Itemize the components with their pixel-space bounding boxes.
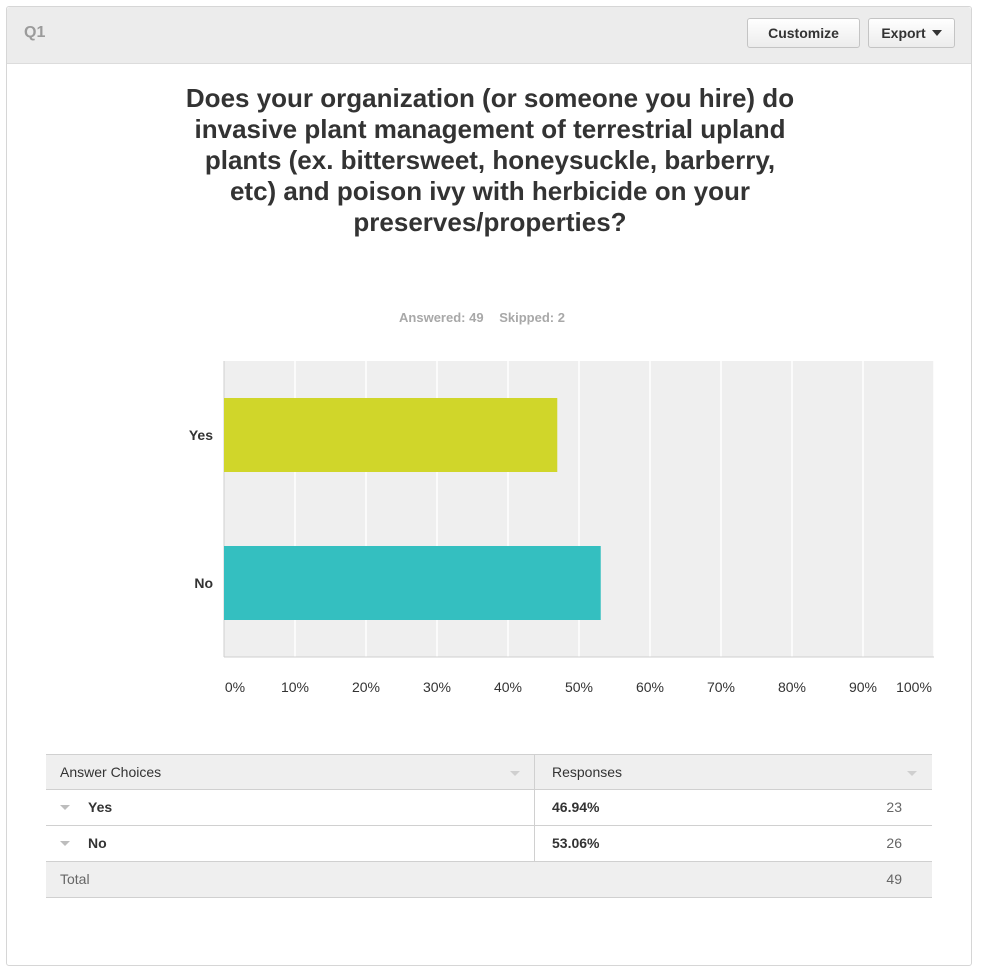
- response-cell: 46.94% 23: [535, 790, 932, 826]
- answered-count: Answered: 49: [399, 310, 484, 325]
- answer-choice-label: Yes: [88, 799, 113, 815]
- responses-table: Answer Choices Responses Yes 46.94% 23 N…: [46, 754, 932, 898]
- answer-choice-label: No: [88, 835, 107, 851]
- x-tick-label: 60%: [636, 679, 664, 695]
- x-tick-label: 40%: [494, 679, 522, 695]
- x-tick-label: 90%: [849, 679, 877, 695]
- export-button-label: Export: [881, 25, 926, 41]
- x-tick-label: 20%: [352, 679, 380, 695]
- bar-no[interactable]: [224, 546, 601, 620]
- answer-choices-header[interactable]: Answer Choices: [46, 755, 535, 791]
- total-count-cell: 49: [535, 862, 932, 898]
- question-number: Q1: [24, 24, 46, 41]
- response-percent: 53.06%: [552, 835, 600, 851]
- category-label: No: [194, 575, 213, 591]
- panel-header: Q1 Customize Export: [7, 7, 971, 64]
- responses-header-label: Responses: [552, 764, 623, 780]
- table-row: Yes 46.94% 23: [46, 790, 932, 826]
- answer-choices-header-label: Answer Choices: [60, 764, 162, 780]
- caret-down-icon: [931, 30, 942, 36]
- category-label: Yes: [189, 427, 213, 443]
- x-tick-label: 0%: [225, 679, 245, 695]
- total-label-cell: Total: [46, 862, 535, 898]
- total-count: 49: [886, 871, 902, 887]
- sort-caret-icon[interactable]: [510, 771, 520, 776]
- skipped-count: Skipped: 2: [499, 310, 565, 325]
- response-count: 23: [886, 799, 902, 815]
- x-tick-label: 80%: [778, 679, 806, 695]
- table-header-row: Answer Choices Responses: [46, 754, 932, 791]
- expand-caret-icon[interactable]: [60, 805, 70, 810]
- sort-caret-icon[interactable]: [907, 771, 917, 776]
- answer-choice-cell: No: [46, 826, 535, 862]
- customize-button[interactable]: Customize: [747, 18, 860, 48]
- total-label: Total: [60, 871, 90, 887]
- x-tick-label: 70%: [707, 679, 735, 695]
- response-cell: 53.06% 26: [535, 826, 932, 862]
- expand-caret-icon[interactable]: [60, 841, 70, 846]
- x-tick-label: 10%: [281, 679, 309, 695]
- export-button[interactable]: Export: [868, 18, 955, 48]
- response-count: 26: [886, 835, 902, 851]
- question-title: Does your organization (or someone you h…: [185, 83, 795, 237]
- x-tick-label: 30%: [423, 679, 451, 695]
- bar-chart: Yes No 0% 10% 20% 30% 40% 50% 60% 70% 80% 90% 100%: [189, 361, 935, 695]
- table-total-row: Total 49: [46, 862, 932, 898]
- answer-choice-cell: Yes: [46, 790, 535, 826]
- response-percent: 46.94%: [552, 799, 600, 815]
- response-meta: Answered: 49 Skipped: 2: [0, 310, 964, 325]
- bar-yes[interactable]: [224, 398, 558, 472]
- table-row: No 53.06% 26: [46, 826, 932, 862]
- x-tick-label: 50%: [565, 679, 593, 695]
- responses-header[interactable]: Responses: [535, 755, 932, 791]
- x-tick-label: 100%: [896, 679, 932, 695]
